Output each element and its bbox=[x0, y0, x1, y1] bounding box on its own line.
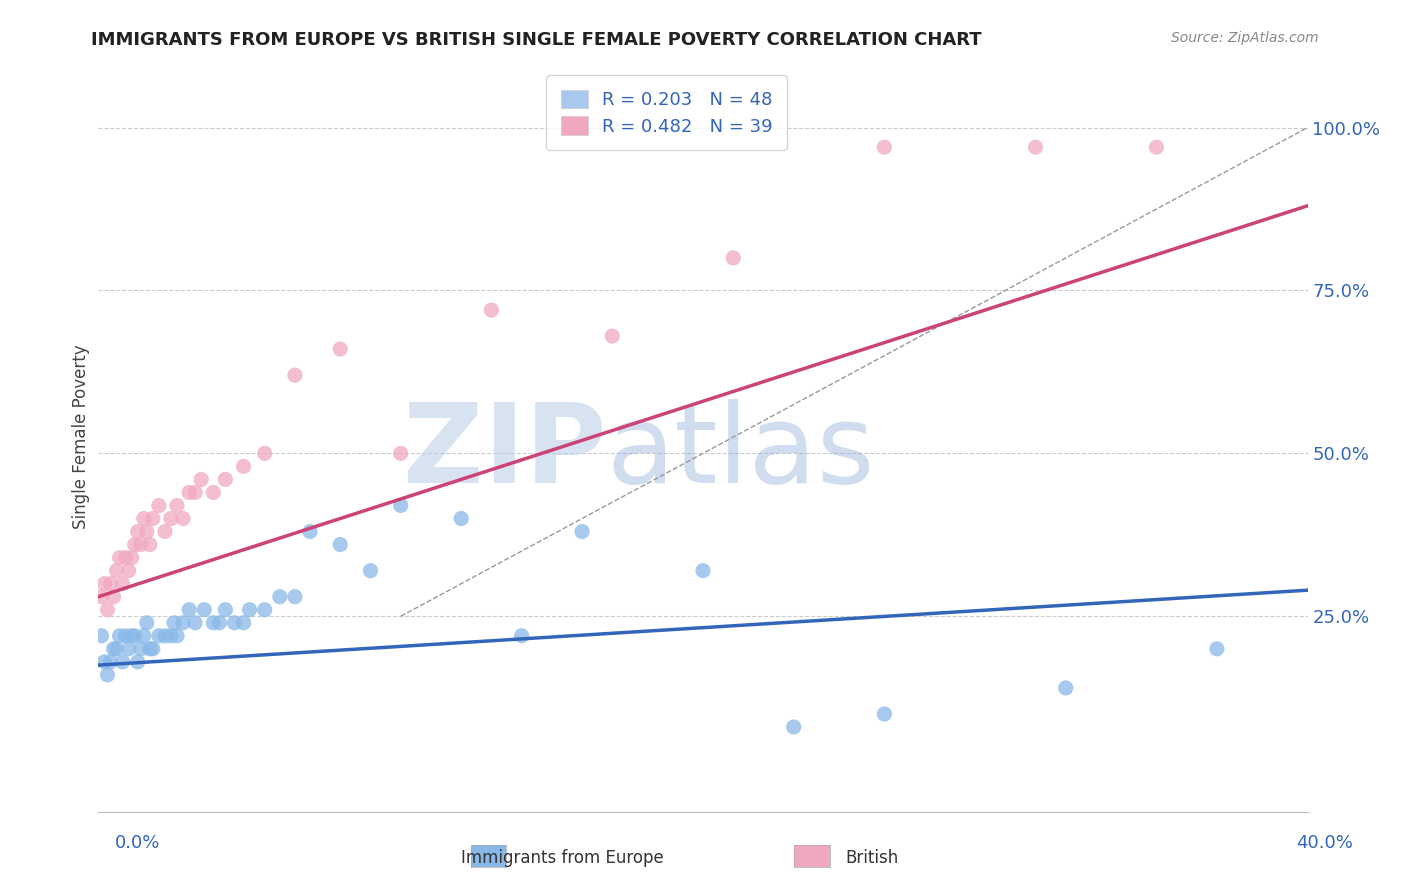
Point bbox=[142, 511, 165, 525]
Point bbox=[118, 564, 141, 578]
Point bbox=[214, 472, 236, 486]
Text: atlas: atlas bbox=[606, 399, 875, 506]
Point bbox=[118, 641, 141, 656]
Point bbox=[299, 524, 322, 539]
Point bbox=[124, 629, 146, 643]
Point bbox=[184, 485, 207, 500]
Point bbox=[450, 511, 472, 525]
Point bbox=[284, 590, 307, 604]
Point bbox=[108, 629, 131, 643]
Point bbox=[166, 629, 188, 643]
Point bbox=[253, 446, 276, 460]
Point bbox=[135, 524, 157, 539]
Point bbox=[163, 615, 186, 630]
Point bbox=[148, 499, 170, 513]
Point bbox=[148, 629, 170, 643]
Point bbox=[1054, 681, 1077, 695]
Point bbox=[1024, 140, 1046, 154]
Point bbox=[253, 603, 276, 617]
Point bbox=[139, 641, 162, 656]
Text: Immigrants from Europe: Immigrants from Europe bbox=[461, 849, 664, 867]
Text: British: British bbox=[845, 849, 898, 867]
Point bbox=[153, 524, 176, 539]
Point bbox=[190, 472, 212, 486]
Point bbox=[129, 538, 152, 552]
Point bbox=[389, 446, 412, 460]
Point bbox=[96, 668, 118, 682]
Point bbox=[114, 550, 136, 565]
Text: 0.0%: 0.0% bbox=[115, 834, 160, 852]
Point bbox=[224, 615, 246, 630]
Y-axis label: Single Female Poverty: Single Female Poverty bbox=[72, 345, 90, 529]
Point bbox=[214, 603, 236, 617]
Point bbox=[232, 459, 254, 474]
Point bbox=[90, 629, 112, 643]
Point bbox=[100, 576, 122, 591]
Point bbox=[103, 590, 125, 604]
Point bbox=[100, 655, 122, 669]
Point bbox=[1206, 641, 1229, 656]
Point bbox=[873, 706, 896, 721]
Point bbox=[602, 329, 624, 343]
Point bbox=[153, 629, 176, 643]
Point bbox=[284, 368, 307, 383]
Point bbox=[202, 615, 225, 630]
Text: Source: ZipAtlas.com: Source: ZipAtlas.com bbox=[1171, 31, 1319, 45]
Point bbox=[329, 342, 352, 356]
Text: ZIP: ZIP bbox=[404, 399, 606, 506]
Point bbox=[103, 641, 125, 656]
Point bbox=[184, 615, 207, 630]
Point bbox=[389, 499, 412, 513]
Point bbox=[132, 629, 155, 643]
Point bbox=[873, 140, 896, 154]
Point bbox=[121, 550, 143, 565]
Point bbox=[571, 524, 593, 539]
Point bbox=[108, 550, 131, 565]
Point bbox=[783, 720, 806, 734]
Point bbox=[239, 603, 262, 617]
Point bbox=[179, 485, 201, 500]
Point bbox=[692, 564, 714, 578]
Point bbox=[114, 629, 136, 643]
Point bbox=[172, 615, 194, 630]
Point bbox=[124, 538, 146, 552]
Point bbox=[142, 641, 165, 656]
Point bbox=[139, 538, 162, 552]
Point bbox=[202, 485, 225, 500]
Point bbox=[360, 564, 382, 578]
Point bbox=[172, 511, 194, 525]
Point bbox=[96, 603, 118, 617]
Point bbox=[510, 629, 533, 643]
Point bbox=[111, 576, 134, 591]
Point bbox=[723, 251, 745, 265]
Point bbox=[179, 603, 201, 617]
Point bbox=[166, 499, 188, 513]
Text: 40.0%: 40.0% bbox=[1296, 834, 1353, 852]
Point bbox=[160, 511, 183, 525]
Point bbox=[93, 576, 115, 591]
Point bbox=[269, 590, 291, 604]
Point bbox=[208, 615, 231, 630]
Point bbox=[127, 655, 149, 669]
Point bbox=[481, 303, 503, 318]
Point bbox=[160, 629, 183, 643]
Point bbox=[111, 655, 134, 669]
Text: IMMIGRANTS FROM EUROPE VS BRITISH SINGLE FEMALE POVERTY CORRELATION CHART: IMMIGRANTS FROM EUROPE VS BRITISH SINGLE… bbox=[91, 31, 981, 49]
Point bbox=[93, 655, 115, 669]
Point bbox=[105, 641, 128, 656]
Point bbox=[121, 629, 143, 643]
Point bbox=[105, 564, 128, 578]
Point bbox=[90, 590, 112, 604]
Point bbox=[329, 538, 352, 552]
Point bbox=[132, 511, 155, 525]
Legend: R = 0.203   N = 48, R = 0.482   N = 39: R = 0.203 N = 48, R = 0.482 N = 39 bbox=[546, 75, 787, 150]
Point bbox=[127, 524, 149, 539]
Point bbox=[193, 603, 215, 617]
Point bbox=[1144, 140, 1167, 154]
Point bbox=[135, 615, 157, 630]
Point bbox=[232, 615, 254, 630]
Point bbox=[129, 641, 152, 656]
